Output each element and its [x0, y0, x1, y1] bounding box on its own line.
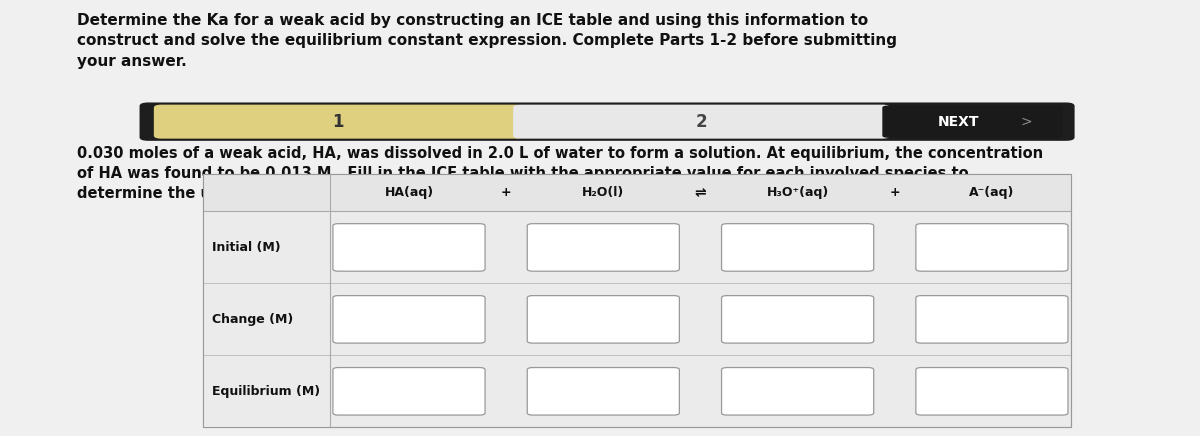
FancyBboxPatch shape: [527, 224, 679, 271]
FancyBboxPatch shape: [916, 296, 1068, 343]
Text: Initial (M): Initial (M): [212, 241, 281, 254]
FancyBboxPatch shape: [203, 174, 1072, 211]
Bar: [203, 174, 1072, 427]
FancyBboxPatch shape: [154, 105, 523, 139]
Text: Equilibrium (M): Equilibrium (M): [212, 385, 320, 398]
Text: >: >: [1021, 115, 1032, 129]
FancyBboxPatch shape: [916, 224, 1068, 271]
Text: HA(aq): HA(aq): [384, 187, 433, 199]
FancyBboxPatch shape: [721, 368, 874, 415]
Text: Determine the Ka for a weak acid by constructing an ICE table and using this inf: Determine the Ka for a weak acid by cons…: [77, 13, 896, 69]
Text: +: +: [500, 187, 511, 199]
Text: Change (M): Change (M): [212, 313, 293, 326]
Text: ⇌: ⇌: [695, 186, 707, 200]
FancyBboxPatch shape: [203, 211, 330, 283]
FancyBboxPatch shape: [721, 296, 874, 343]
FancyBboxPatch shape: [203, 174, 1072, 427]
Text: H₂O(l): H₂O(l): [582, 187, 624, 199]
FancyBboxPatch shape: [203, 283, 330, 355]
Text: 2: 2: [696, 112, 707, 131]
FancyBboxPatch shape: [332, 296, 485, 343]
Text: 1: 1: [332, 112, 344, 131]
FancyBboxPatch shape: [527, 296, 679, 343]
FancyBboxPatch shape: [882, 106, 1062, 138]
FancyBboxPatch shape: [721, 224, 874, 271]
FancyBboxPatch shape: [527, 368, 679, 415]
FancyBboxPatch shape: [332, 368, 485, 415]
FancyBboxPatch shape: [514, 105, 890, 139]
FancyBboxPatch shape: [332, 224, 485, 271]
Text: NEXT: NEXT: [938, 115, 979, 129]
FancyBboxPatch shape: [203, 355, 330, 427]
FancyBboxPatch shape: [916, 368, 1068, 415]
FancyBboxPatch shape: [139, 102, 1075, 141]
Text: H₃O⁺(aq): H₃O⁺(aq): [767, 187, 829, 199]
Text: 0.030 moles of a weak acid, HA, was dissolved in 2.0 L of water to form a soluti: 0.030 moles of a weak acid, HA, was diss…: [77, 146, 1043, 201]
Text: +: +: [889, 187, 900, 199]
Text: A⁻(aq): A⁻(aq): [970, 187, 1015, 199]
